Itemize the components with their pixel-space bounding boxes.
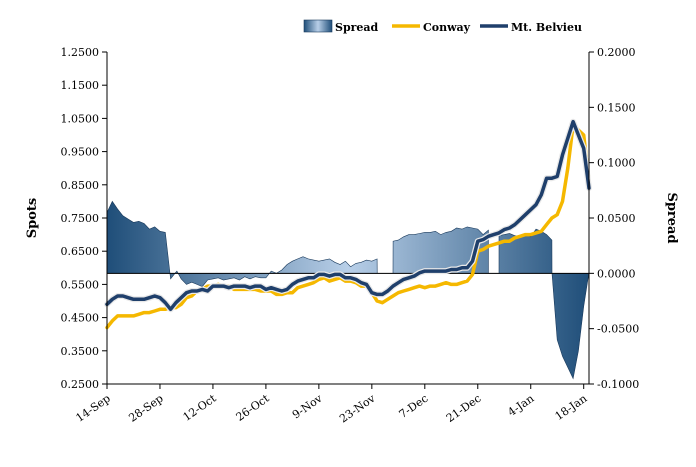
y-left-tick-label: 1.1500	[61, 79, 100, 92]
series-mt-belvieu-line	[105, 119, 591, 312]
y-left-tick-label: 0.4500	[61, 312, 100, 325]
series-conway-line	[105, 123, 591, 330]
y-right-tick-label: 0.1000	[597, 157, 636, 170]
legend-swatch-spread	[303, 19, 333, 33]
y-right-tick-label: -0.1000	[597, 378, 639, 391]
y-right-axis-title: Spread	[664, 192, 679, 243]
legend-label-mt-belvieu: Mt. Belvieu	[511, 21, 582, 34]
y-right-tick-label: 0.0500	[597, 212, 636, 225]
x-tick-label: 26-Oct	[234, 391, 272, 423]
x-tick-label: 14-Sep	[73, 392, 112, 425]
plot-area	[104, 118, 592, 380]
x-tick-label: 23-Nov	[337, 391, 378, 425]
y-left-tick-label: 0.3500	[61, 345, 100, 358]
y-right-tick-label: -0.0500	[597, 323, 639, 336]
y-right-tick-label: 0.0000	[597, 267, 636, 280]
x-tick-label: 28-Sep	[126, 392, 165, 425]
y-left-tick-label: 0.8500	[61, 179, 100, 192]
y-left-axis-title: Spots	[25, 198, 40, 238]
y-left-tick-label: 0.5500	[61, 278, 100, 291]
y-left-tick-label: 0.2500	[61, 378, 100, 391]
y-left-tick-label: 1.2500	[61, 46, 100, 59]
x-tick-label: 4-Jan	[505, 392, 536, 419]
x-tick-label: 12-Oct	[181, 391, 219, 423]
y-left-tick-label: 1.0500	[61, 112, 100, 125]
y-left-tick-label: 0.6500	[61, 245, 100, 258]
y-right-tick-label: 0.1500	[597, 101, 636, 114]
legend: Spread Conway Mt. Belvieu	[303, 19, 582, 34]
legend-label-conway: Conway	[423, 21, 471, 34]
y-left-tick-label: 0.7500	[61, 212, 100, 225]
x-tick-label: 21-Dec	[444, 392, 484, 425]
series-spread-area	[106, 200, 590, 380]
x-tick-label: 18-Jan	[553, 392, 590, 423]
x-tick-label: 9-Nov	[290, 391, 325, 421]
legend-label-spread: Spread	[335, 21, 379, 34]
y-left-tick-label: 0.9500	[61, 146, 100, 159]
x-tick-label: 7-Dec	[397, 392, 431, 421]
y-right-tick-label: 0.2000	[597, 46, 636, 59]
